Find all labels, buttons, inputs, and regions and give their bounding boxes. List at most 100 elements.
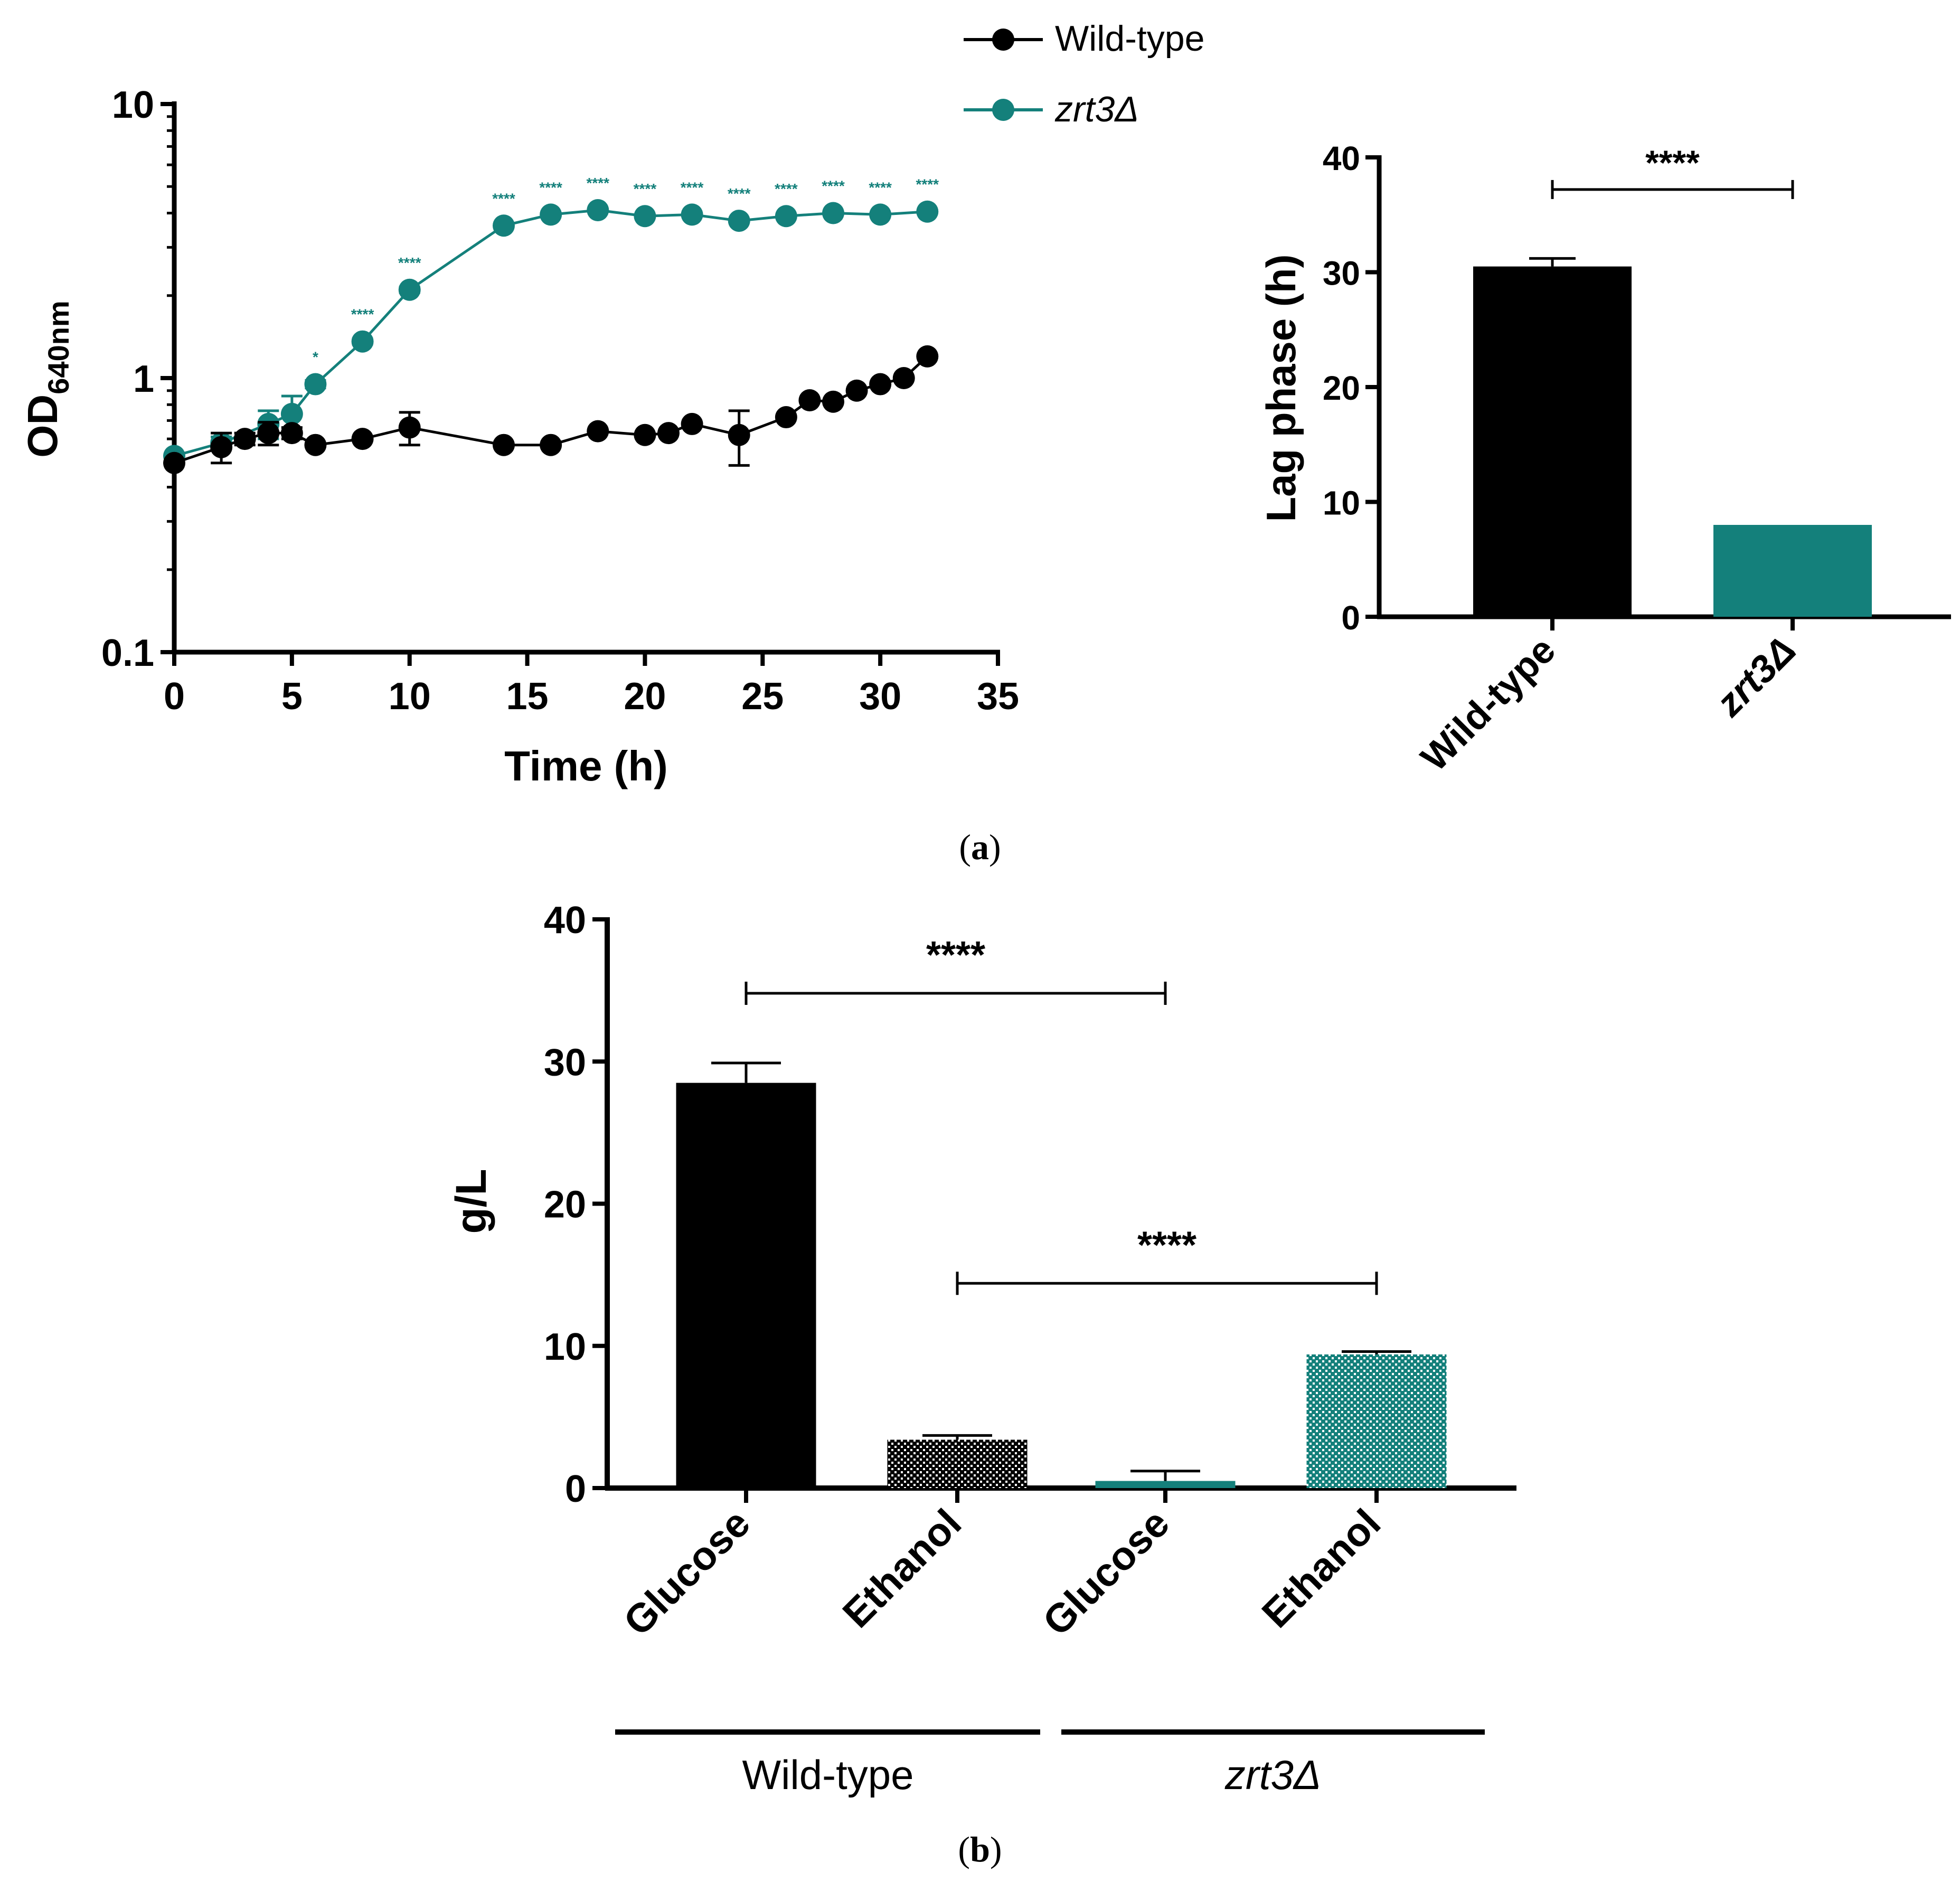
growth-significance-label: **** (728, 185, 751, 202)
growth-point (257, 422, 280, 445)
growth-y-axis-title-sub: 640nm (42, 300, 75, 394)
lag-significance-label: **** (1645, 143, 1700, 182)
growth-point (869, 203, 892, 226)
growth-point (728, 210, 750, 232)
growth-point (869, 373, 892, 396)
growth-x-tick-label: 30 (859, 675, 901, 718)
growth-x-tick-label: 25 (741, 675, 784, 718)
growth-y-tick-label: 10 (112, 84, 154, 126)
growth-series: ***************** **** **** **** **** **** ***… (163, 175, 939, 474)
growth-significance-label: **** (869, 179, 892, 195)
growth-significance-label: **** (351, 306, 374, 323)
legend-item-zrt3: zrt3Δ (964, 89, 1139, 129)
lag-y-axis-title: Lag phase (h) (1258, 254, 1304, 522)
growth-point (210, 436, 233, 458)
growth-significance-label: **** (822, 178, 845, 194)
lag-y-tick-label: 20 (1323, 369, 1360, 407)
lag-y-tick-label: 30 (1323, 255, 1360, 293)
growth-x-axis-title: Time (h) (504, 742, 668, 789)
growth-point (892, 367, 915, 389)
panel-label-b: (b) (958, 1829, 1002, 1869)
growth-point (493, 214, 515, 237)
growth-point (728, 424, 750, 446)
growth-point (351, 428, 374, 450)
growth-ticks: 0.1 1 10 0 5 10 15 20 25 30 35 (101, 84, 1019, 718)
legend-marker-wild-type (992, 29, 1014, 51)
group-label-zrt3: zrt3Δ (1224, 1752, 1321, 1798)
metabolites-y-tick-label: 20 (544, 1184, 586, 1226)
growth-x-tick-label: 20 (624, 675, 666, 718)
growth-point (398, 416, 421, 439)
growth-x-tick-label: 10 (389, 675, 431, 718)
growth-point (587, 199, 609, 221)
lag-bar-zrt3 (1713, 525, 1872, 617)
growth-point (540, 203, 562, 226)
lag-y-tick-label: 0 (1341, 599, 1360, 637)
metabolites-x-tick-label-glucose: Glucose (1034, 1501, 1178, 1644)
growth-point (775, 205, 797, 228)
group-label-wild-type: Wild-type (742, 1752, 913, 1798)
legend: Wild-type zrt3Δ (964, 18, 1204, 129)
lag-bars: Wild-type zrt3Δ **** (1413, 143, 1872, 779)
growth-series-wild-type (163, 345, 939, 474)
growth-point (304, 434, 327, 456)
panel-label-a: (a) (959, 827, 1001, 867)
growth-point (587, 420, 609, 443)
growth-point (634, 205, 656, 228)
growth-x-tick-label: 0 (164, 675, 185, 718)
growth-point (798, 389, 821, 411)
legend-label-wild-type: Wild-type (1055, 18, 1204, 59)
lag-x-tick-label-zrt3: zrt3Δ (1708, 629, 1804, 725)
growth-point (163, 451, 185, 474)
metabolites-bar-glucose-wild-type (676, 1083, 816, 1488)
legend-label-zrt3: zrt3Δ (1054, 89, 1139, 129)
growth-x-tick-label: 35 (977, 675, 1019, 718)
metabolites-bar-glucose-zrt3 (1095, 1481, 1236, 1488)
growth-y-axis-title: OD640nm (19, 300, 75, 457)
growth-significance-label: * (313, 349, 318, 365)
growth-y-axis-title-main: OD (19, 394, 66, 458)
growth-point (540, 434, 562, 456)
growth-point (493, 434, 515, 456)
growth-significance-label: **** (586, 175, 609, 191)
growth-point (634, 424, 656, 446)
growth-y-tick-label: 1 (133, 358, 154, 400)
growth-y-tick-label: 0.1 (101, 632, 154, 674)
growth-point (657, 422, 680, 445)
metabolites-y-tick-label: 0 (565, 1468, 586, 1510)
growth-x-tick-label: 15 (506, 675, 549, 718)
growth-significance-label: **** (539, 179, 562, 195)
growth-x-tick-label: 5 (281, 675, 303, 718)
growth-point (916, 345, 939, 368)
metabolites-bars: Glucose Ethanol Glucose Ethanol **** **** (615, 934, 1447, 1644)
growth-point (916, 200, 939, 223)
growth-point (351, 330, 374, 353)
growth-point (304, 373, 327, 396)
growth-point (775, 406, 797, 429)
lag-axes: 0 10 20 30 40 (1323, 139, 1951, 637)
growth-series-zrt3: ***************** **** **** **** **** **** ***… (163, 175, 939, 467)
lag-y-tick-label: 40 (1323, 139, 1360, 177)
lag-bar-wild-type (1473, 266, 1632, 617)
lag-phase-chart: 0 10 20 30 40 Wild-type zrt3Δ **** Lag phase (… (1258, 139, 1951, 779)
growth-significance-label: **** (916, 176, 939, 193)
growth-significance-label: **** (492, 190, 515, 206)
lag-x-tick-label-wild-type: Wild-type (1413, 629, 1563, 779)
growth-point (233, 428, 256, 450)
growth-significance-label: **** (634, 181, 657, 197)
growth-point (822, 202, 844, 224)
growth-point (398, 278, 421, 301)
growth-point (681, 412, 703, 435)
growth-significance-label: **** (681, 179, 704, 195)
metabolites-significance-label: **** (926, 934, 985, 976)
growth-point (280, 402, 303, 425)
metabolites-chart: 0 10 20 30 40 Glucose Ethanol Glucose Ethanol **… (447, 899, 1516, 1798)
growth-line-wild-type (174, 355, 928, 465)
legend-marker-zrt3 (992, 99, 1014, 121)
lag-y-tick-label: 10 (1323, 484, 1360, 522)
metabolites-x-tick-label-ethanol: Ethanol (834, 1501, 970, 1636)
growth-point (822, 390, 844, 413)
metabolites-significance-label: **** (1137, 1224, 1196, 1266)
growth-point (681, 203, 703, 226)
